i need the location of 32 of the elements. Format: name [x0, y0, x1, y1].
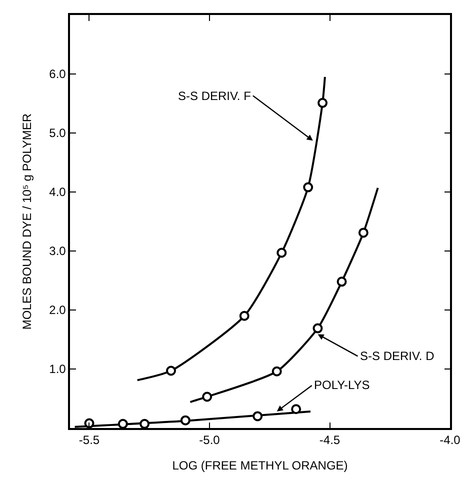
y-tick-label: 6.0 [49, 67, 66, 82]
x-tick-label: -4.0 [440, 433, 461, 448]
point [140, 418, 150, 428]
annotation: POLY-LYS [314, 378, 370, 392]
point [312, 323, 323, 334]
point [202, 392, 212, 402]
x-tick-label: -5.0 [199, 433, 220, 448]
point [358, 228, 368, 238]
point [272, 366, 282, 376]
point [180, 415, 190, 426]
point [239, 310, 250, 321]
annotation: S-S DERIV. D [360, 349, 435, 363]
point [318, 98, 328, 108]
point [276, 248, 287, 258]
y-axis-title: MOLES BOUND DYE / 10⁵ g POLYMER [20, 113, 34, 330]
x-tick-label: -5.5 [78, 433, 100, 448]
x-axis-title: LOG (FREE METHYL ORANGE) [172, 458, 348, 473]
point [252, 411, 263, 422]
y-tick-label: 2.0 [49, 303, 66, 318]
point [166, 366, 176, 376]
line-series [189, 186, 379, 404]
annotation: S-S DERIV. F [178, 89, 251, 103]
point [303, 182, 314, 192]
y-tick-label: 4.0 [49, 185, 66, 200]
point [84, 418, 94, 428]
point [291, 404, 302, 414]
point [118, 418, 128, 428]
y-tick-label: 1.0 [49, 362, 66, 376]
x-tick-label: -4.5 [319, 433, 340, 448]
y-tick-label: 3.0 [49, 244, 66, 258]
point [336, 276, 347, 287]
y-tick-label: 5.0 [49, 126, 66, 140]
